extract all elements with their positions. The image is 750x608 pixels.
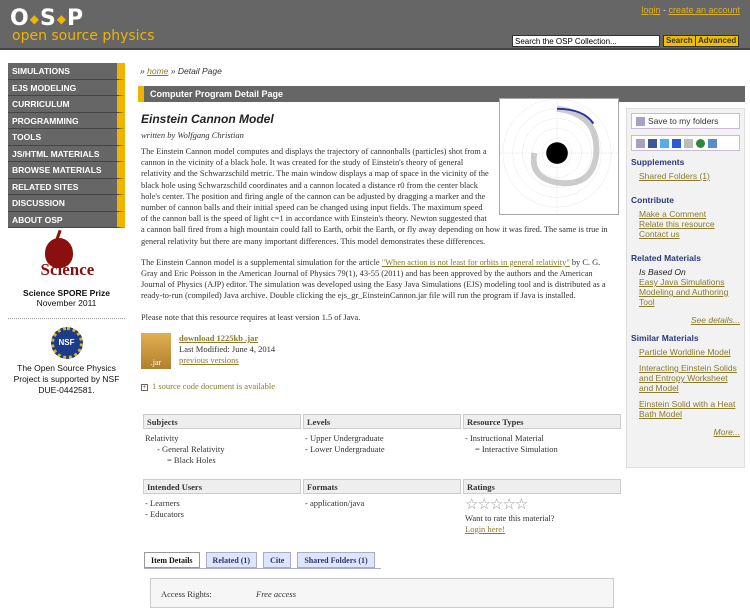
java-note: Please note that this resource requires … xyxy=(141,312,361,322)
simulation-thumbnail[interactable] xyxy=(499,98,619,215)
nav-curriculum[interactable]: CURRICULUM xyxy=(8,96,125,113)
search-input[interactable] xyxy=(512,35,660,47)
right-sidebar: Save to my folders Supplements Shared Fo… xyxy=(626,108,745,468)
digg-icon[interactable] xyxy=(684,139,693,149)
nav-tools[interactable]: TOOLS xyxy=(8,129,125,146)
download-link[interactable]: download 1225kb .jar xyxy=(179,332,259,343)
see-details-link[interactable]: See details... xyxy=(690,315,740,325)
resource-detail: Einstein Cannon Model written by Wolfgan… xyxy=(141,98,619,391)
plus-icon xyxy=(636,117,645,127)
access-rights-label: Access Rights: xyxy=(161,589,212,599)
share-bar xyxy=(631,135,740,151)
star-rating[interactable]: ☆☆☆☆☆ xyxy=(465,497,528,513)
sidebar-nav: SIMULATIONS EJS MODELING CURRICULUM PROG… xyxy=(8,63,125,228)
subjects-list: Relativity - General Relativity = Black … xyxy=(145,433,225,465)
ejs-tool-link[interactable]: Easy Java Simulations Modeling and Autho… xyxy=(639,277,729,307)
advanced-search-button[interactable]: Advanced xyxy=(695,35,740,47)
similar-link-3[interactable]: Einstein Solid with a Heat Bath Model xyxy=(639,399,736,419)
nav-programming[interactable]: PROGRAMMING xyxy=(8,112,125,129)
login-to-rate-link[interactable]: Login here! xyxy=(465,524,505,534)
create-account-link[interactable]: create an account xyxy=(668,5,740,15)
nav-browse[interactable]: BROWSE MATERIALS xyxy=(8,162,125,179)
related-materials-heading: Related Materials xyxy=(631,253,701,263)
item-details-panel: Access Rights: Free access xyxy=(150,578,614,608)
nsf-support: NSF The Open Source Physics Project is s… xyxy=(8,318,125,396)
rate-prompt: Want to rate this material? xyxy=(465,513,555,523)
expand-icon[interactable]: + xyxy=(141,382,148,391)
description-article: The Einstein Cannon model is a supplemen… xyxy=(141,257,606,301)
nav-simulations[interactable]: SIMULATIONS xyxy=(8,63,125,80)
resource-title: Einstein Cannon Model xyxy=(141,112,274,126)
nav-ejs-modeling[interactable]: EJS MODELING xyxy=(8,79,125,96)
science-award: Science Science SPORE Prize November 201… xyxy=(8,229,125,308)
save-to-folders-button[interactable]: Save to my folders xyxy=(631,113,740,129)
breadcrumb: » home » Detail Page xyxy=(140,66,222,76)
resource-types-header: Resource Types xyxy=(463,414,621,429)
formats-list: - application/java xyxy=(305,498,365,508)
nav-about[interactable]: ABOUT OSP xyxy=(8,211,125,228)
author-byline: written by Wolfgang Christian xyxy=(141,130,244,140)
logo-subtitle: open source physics xyxy=(12,28,155,44)
is-based-on-label: Is Based On xyxy=(639,267,686,277)
award-title: Science SPORE Prize xyxy=(23,288,110,298)
breadcrumb-home[interactable]: home xyxy=(147,66,169,76)
science-logo-text: Science xyxy=(40,260,95,279)
osp-logo[interactable]: O◆S◆P xyxy=(10,6,85,31)
intended-users-list: - Learners - Educators xyxy=(145,498,184,519)
levels-header: Levels xyxy=(303,414,461,429)
award-date: November 2011 xyxy=(36,298,97,308)
page-title-bar: Computer Program Detail Page xyxy=(138,86,745,102)
resource-types-list: - Instructional Material = Interactive S… xyxy=(465,433,558,454)
nsf-logo[interactable]: NSF xyxy=(50,327,83,359)
similar-materials-heading: Similar Materials xyxy=(631,333,699,343)
shared-folders-link[interactable]: Shared Folders (1) xyxy=(639,171,710,181)
login-link[interactable]: login xyxy=(641,5,661,15)
site-header: O◆S◆P open source physics login - create… xyxy=(0,0,750,50)
science-apple-logo[interactable]: Science xyxy=(27,229,107,284)
nav-related-sites[interactable]: RELATED SITES xyxy=(8,178,125,195)
access-rights-value: Free access xyxy=(256,589,297,599)
breadcrumb-current: Detail Page xyxy=(177,66,222,76)
article-link[interactable]: "When action is not least for orbits in … xyxy=(381,257,570,267)
levels-list: - Upper Undergraduate - Lower Undergradua… xyxy=(305,433,385,454)
tab-item-details[interactable]: Item Details xyxy=(144,552,200,568)
stumbleupon-icon[interactable] xyxy=(696,139,705,149)
similar-link-2[interactable]: Interacting Einstein Solids and Entropy … xyxy=(639,363,737,393)
share-plus-icon[interactable] xyxy=(636,139,645,149)
delicious-icon[interactable] xyxy=(672,139,681,149)
subjects-header: Subjects xyxy=(143,414,301,429)
jar-file-icon[interactable]: .jar xyxy=(141,332,171,369)
ratings-header: Ratings xyxy=(463,479,621,494)
similar-link-1[interactable]: Particle Worldline Model xyxy=(639,347,731,357)
description: The Einstein Cannon model computes and d… xyxy=(141,147,608,246)
twitter-icon[interactable] xyxy=(660,139,669,149)
tab-related[interactable]: Related (1) xyxy=(205,552,258,568)
nsf-text: The Open Source Physics Project is suppo… xyxy=(13,363,120,395)
formats-header: Formats xyxy=(303,479,461,494)
bookmark-icon[interactable] xyxy=(708,139,717,149)
detail-tabs: Item Details Related (1) Cite Shared Fol… xyxy=(144,552,381,569)
intended-users-header: Intended Users xyxy=(143,479,301,494)
separator: - xyxy=(660,5,669,15)
tab-shared-folders[interactable]: Shared Folders (1) xyxy=(297,552,375,568)
contact-us-link[interactable]: Contact us xyxy=(639,229,680,239)
previous-versions-link[interactable]: previous versions xyxy=(179,354,239,365)
more-link[interactable]: More... xyxy=(713,427,740,437)
tab-cite[interactable]: Cite xyxy=(263,552,292,568)
nav-discussion[interactable]: DISCUSSION xyxy=(8,195,125,212)
metadata-grid: Subjects Relativity - General Relativity… xyxy=(143,414,621,544)
supplements-heading: Supplements xyxy=(631,157,685,167)
ratings: ☆☆☆☆☆ Want to rate this material? Login he… xyxy=(463,494,621,544)
relate-resource-link[interactable]: Relate this resource xyxy=(639,219,715,229)
search-button[interactable]: Search xyxy=(663,35,696,47)
nav-js-html[interactable]: JS/HTML MATERIALS xyxy=(8,145,125,162)
account-links: login - create an account xyxy=(641,5,740,15)
make-comment-link[interactable]: Make a Comment xyxy=(639,209,707,219)
facebook-icon[interactable] xyxy=(648,139,657,149)
last-modified: Last Modified: June 4, 2014 xyxy=(179,343,276,354)
download-block: .jar download 1225kb .jar Last Modified:… xyxy=(141,332,619,369)
source-code-toggle[interactable]: +1 source code document is available xyxy=(141,380,275,391)
contribute-heading: Contribute xyxy=(631,195,674,205)
